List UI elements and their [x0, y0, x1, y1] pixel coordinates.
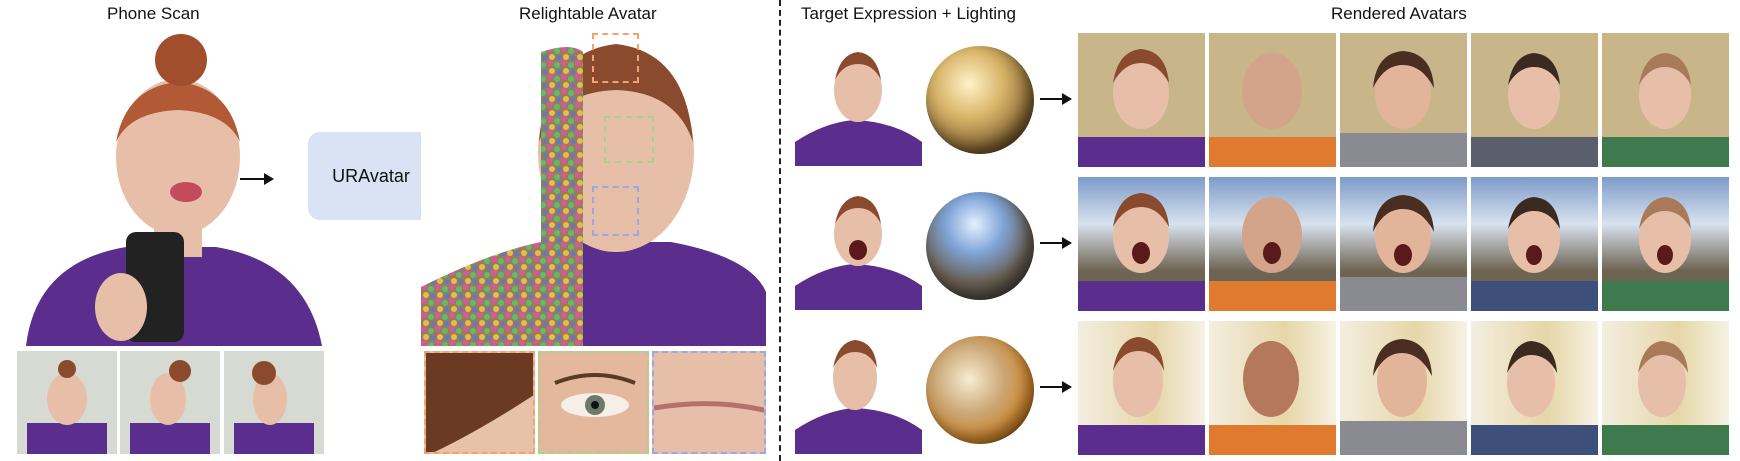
target-expression-row1	[795, 42, 922, 166]
method-label: URAvatar	[332, 165, 410, 186]
relightable-avatar-title: Relightable Avatar	[519, 4, 657, 23]
rendered-avatar-r1-c2	[1209, 33, 1336, 167]
rendered-avatar-r1-c1	[1078, 33, 1205, 167]
env-map-sphere-row2	[926, 192, 1034, 300]
target-expression-row2	[795, 186, 922, 310]
target-expression-title: Target Expression + Lighting	[801, 4, 1016, 23]
rendered-avatars-title: Rendered Avatars	[1331, 4, 1467, 23]
uravatar-method-box: URAvatar	[308, 132, 434, 220]
rendered-avatar-r1-c4	[1471, 33, 1598, 167]
scan-thumbnail-back-side	[224, 351, 324, 454]
rendered-avatar-r1-c3	[1340, 33, 1467, 167]
rendered-avatar-r1-c5	[1602, 33, 1729, 167]
arrow-row1	[1040, 93, 1072, 105]
scan-thumbnail-side	[120, 351, 220, 454]
rendered-avatar-r2-c4	[1471, 177, 1598, 311]
rendered-avatar-r3-c5	[1602, 321, 1729, 455]
section-divider	[779, 0, 781, 461]
rendered-avatar-r2-c1	[1078, 177, 1205, 311]
arrow-row3	[1040, 381, 1072, 393]
crop-eye-zoom	[538, 351, 649, 454]
arrow-row2	[1040, 237, 1072, 249]
rendered-avatar-r2-c3	[1340, 177, 1467, 311]
crop-hair-zoom	[424, 351, 535, 454]
crop-box-eye	[604, 116, 654, 163]
relightable-avatar-image	[421, 32, 766, 346]
phone-scan-title: Phone Scan	[107, 4, 200, 23]
env-map-sphere-row1	[926, 46, 1034, 154]
rendered-avatar-r3-c3	[1340, 321, 1467, 455]
crop-box-mouth	[592, 186, 639, 236]
target-expression-row3	[795, 330, 922, 454]
rendered-avatar-r2-c5	[1602, 177, 1729, 311]
crop-box-hair	[592, 33, 639, 83]
rendered-avatar-r3-c4	[1471, 321, 1598, 455]
rendered-avatar-r3-c1	[1078, 321, 1205, 455]
arrow-to-method	[240, 173, 274, 185]
env-map-sphere-row3	[926, 336, 1034, 444]
phone-scan-photo	[16, 32, 326, 346]
rendered-avatar-r2-c2	[1209, 177, 1336, 311]
crop-mouth-zoom	[652, 351, 766, 454]
scan-thumbnail-front	[17, 351, 117, 454]
rendered-avatar-r3-c2	[1209, 321, 1336, 455]
